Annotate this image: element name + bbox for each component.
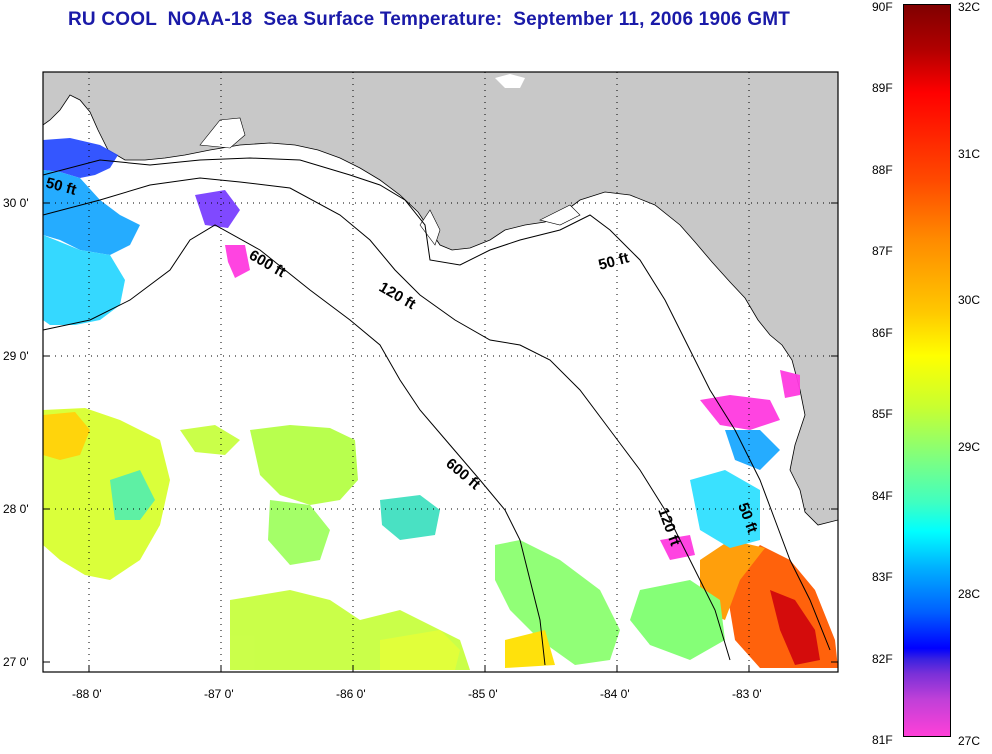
contour-50ft — [42, 157, 831, 651]
colorbar-c-label: 30C — [958, 293, 981, 307]
colorbar-f-label: 89F — [872, 81, 893, 95]
x-tick-label: -88 0' — [72, 687, 102, 701]
colorbar-c-label: 32C — [958, 0, 981, 14]
colorbar-c-label: 27C — [958, 734, 981, 748]
colorbar-f-label: 81F — [872, 733, 893, 747]
bay — [199, 117, 246, 149]
sst-map[interactable]: 50 ft 600 ft 120 ft 50 ft 600 ft 120 ft … — [0, 0, 900, 754]
colorbar-f-label: 83F — [872, 570, 893, 584]
colorbar-c-label: 28C — [958, 587, 981, 601]
temperature-colorbar — [903, 4, 951, 737]
axis-ticks — [43, 202, 838, 672]
y-tick-label: 28 0' — [3, 502, 29, 516]
colorbar-c-label: 31C — [958, 147, 981, 161]
x-tick-label: -86 0' — [336, 687, 366, 701]
map-frame — [42, 71, 839, 673]
lake — [495, 74, 525, 88]
contour-600ft — [42, 224, 546, 666]
isobaths — [42, 157, 831, 666]
contour-120ft — [42, 177, 731, 661]
colorbar-f-label: 87F — [872, 244, 893, 258]
grid — [43, 72, 838, 672]
map-title: RU COOL NOAA-18 Sea Surface Temperature:… — [68, 9, 791, 30]
x-tick-label: -87 0' — [204, 687, 234, 701]
sst-patches — [43, 138, 838, 670]
y-tick-label: 29 0' — [3, 349, 29, 363]
colorbar-f-label: 82F — [872, 652, 893, 666]
colorbar-f-label: 90F — [872, 0, 893, 14]
x-tick-label: -83 0' — [732, 687, 762, 701]
x-tick-label: -85 0' — [468, 687, 498, 701]
colorbar-c-label: 29C — [958, 440, 981, 454]
colorbar-f-label: 88F — [872, 163, 893, 177]
x-tick-label: -84 0' — [600, 687, 630, 701]
colorbar-f-label: 84F — [872, 489, 893, 503]
bay — [419, 209, 441, 246]
bay — [539, 204, 581, 226]
y-tick-label: 30 0' — [3, 196, 29, 210]
y-tick-label: 27 0' — [3, 655, 29, 669]
colorbar-f-label: 86F — [872, 326, 893, 340]
colorbar-f-label: 85F — [872, 407, 893, 421]
